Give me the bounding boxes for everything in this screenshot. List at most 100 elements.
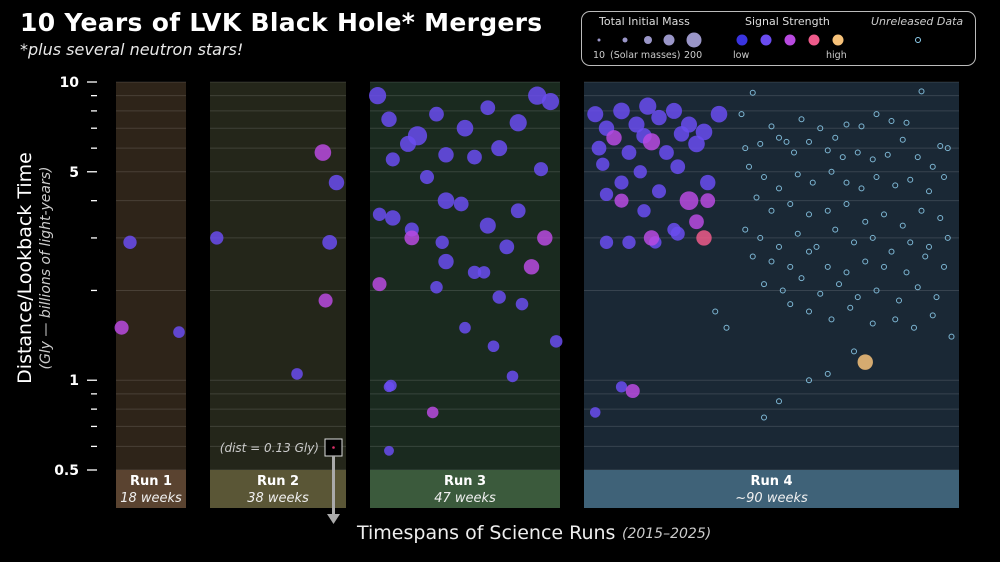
unreleased-point xyxy=(899,136,906,143)
unreleased-point xyxy=(768,258,775,265)
unreleased-point xyxy=(884,151,891,158)
legend-mass-dot-4 xyxy=(663,34,675,46)
data-point xyxy=(589,407,601,418)
data-point xyxy=(541,92,560,111)
unreleased-point xyxy=(824,207,831,214)
unreleased-point xyxy=(862,218,869,225)
legend: Total Initial Mass Signal Strength Unrel… xyxy=(581,11,976,66)
data-point xyxy=(679,191,699,211)
unreleased-point xyxy=(828,316,835,323)
legend-signal-dot-5 xyxy=(832,34,844,46)
data-point xyxy=(438,253,454,270)
legend-mass-title: Total Initial Mass xyxy=(599,15,690,28)
run-name-4: Run 4 xyxy=(750,474,792,489)
data-point xyxy=(625,383,640,399)
unreleased-point xyxy=(929,163,936,170)
unreleased-point xyxy=(836,281,842,288)
unreleased-point xyxy=(903,119,910,126)
unreleased-point xyxy=(892,182,899,189)
unreleased-point xyxy=(787,301,794,308)
data-point xyxy=(399,135,417,152)
data-point xyxy=(700,174,716,191)
unreleased-point xyxy=(843,179,850,186)
unreleased-point xyxy=(941,263,947,270)
data-point xyxy=(651,109,667,126)
data-point xyxy=(506,370,519,383)
unreleased-point xyxy=(817,290,824,297)
data-point xyxy=(173,326,185,338)
data-point xyxy=(487,340,500,353)
unreleased-point xyxy=(929,312,936,319)
data-point xyxy=(291,368,303,380)
data-point xyxy=(673,126,690,142)
unreleased-point xyxy=(892,316,899,323)
data-point xyxy=(700,193,716,209)
unreleased-point xyxy=(817,125,824,132)
unreleased-point xyxy=(798,116,805,123)
data-point xyxy=(695,123,713,141)
unreleased-point xyxy=(776,134,782,141)
unreleased-point xyxy=(899,222,906,229)
legend-unreleased-marker xyxy=(915,37,921,43)
x-axis-label: Timespans of Science Runs xyxy=(357,522,616,544)
unreleased-point xyxy=(888,117,895,124)
data-point xyxy=(614,175,629,190)
run-label-bg-1 xyxy=(116,470,186,508)
chart-title: 10 Years of LVK Black Hole* Mergers xyxy=(20,8,543,37)
data-point xyxy=(210,231,224,245)
data-point xyxy=(384,445,394,456)
unreleased-point xyxy=(847,304,854,311)
unreleased-point xyxy=(723,324,730,331)
data-point xyxy=(665,102,683,119)
data-point xyxy=(651,184,667,199)
data-point xyxy=(114,320,129,335)
legend-markers xyxy=(597,32,921,48)
data-point xyxy=(689,214,704,230)
data-point xyxy=(404,230,420,246)
data-point xyxy=(667,222,681,237)
unreleased-point xyxy=(944,234,951,241)
unreleased-point xyxy=(806,308,812,315)
unreleased-point xyxy=(787,263,794,270)
legend-mass-max: 200 xyxy=(684,50,703,61)
unreleased-point xyxy=(941,174,947,181)
data-point xyxy=(621,145,637,160)
run-panel-1 xyxy=(116,82,186,470)
unreleased-point xyxy=(914,284,921,291)
unreleased-point xyxy=(757,234,764,241)
data-point xyxy=(383,381,395,393)
legend-mass-dot-5 xyxy=(686,32,702,48)
data-point xyxy=(628,116,645,133)
data-point xyxy=(430,281,443,294)
unreleased-point xyxy=(839,154,846,161)
legend-signal-dot-3 xyxy=(784,34,796,46)
data-point xyxy=(459,321,471,334)
data-point xyxy=(477,266,491,279)
data-point xyxy=(591,140,607,156)
unreleased-point xyxy=(761,281,767,288)
unreleased-point xyxy=(922,253,929,260)
unreleased-point xyxy=(809,179,816,186)
data-point xyxy=(429,106,444,122)
data-point xyxy=(419,170,435,185)
unreleased-point xyxy=(918,88,925,95)
legend-unreleased-title: Unreleased Data xyxy=(871,15,964,28)
data-point xyxy=(479,217,496,234)
data-point xyxy=(456,119,474,137)
unreleased-point xyxy=(757,140,764,147)
unreleased-point xyxy=(824,370,831,377)
data-point xyxy=(385,210,401,226)
unreleased-point xyxy=(896,297,902,304)
data-point xyxy=(642,133,661,151)
legend-mass-dot-1 xyxy=(597,38,601,42)
y-tick-label: 0.5 xyxy=(54,463,79,479)
run-label-bg-3 xyxy=(370,470,560,508)
unreleased-point xyxy=(824,147,831,154)
unreleased-point xyxy=(881,263,887,270)
run-label-bg-4 xyxy=(584,470,959,508)
unreleased-point xyxy=(776,243,782,250)
unreleased-point xyxy=(858,185,865,192)
legend-mass-dot-2 xyxy=(622,37,628,43)
unreleased-point xyxy=(869,320,876,327)
unreleased-point xyxy=(914,154,921,161)
